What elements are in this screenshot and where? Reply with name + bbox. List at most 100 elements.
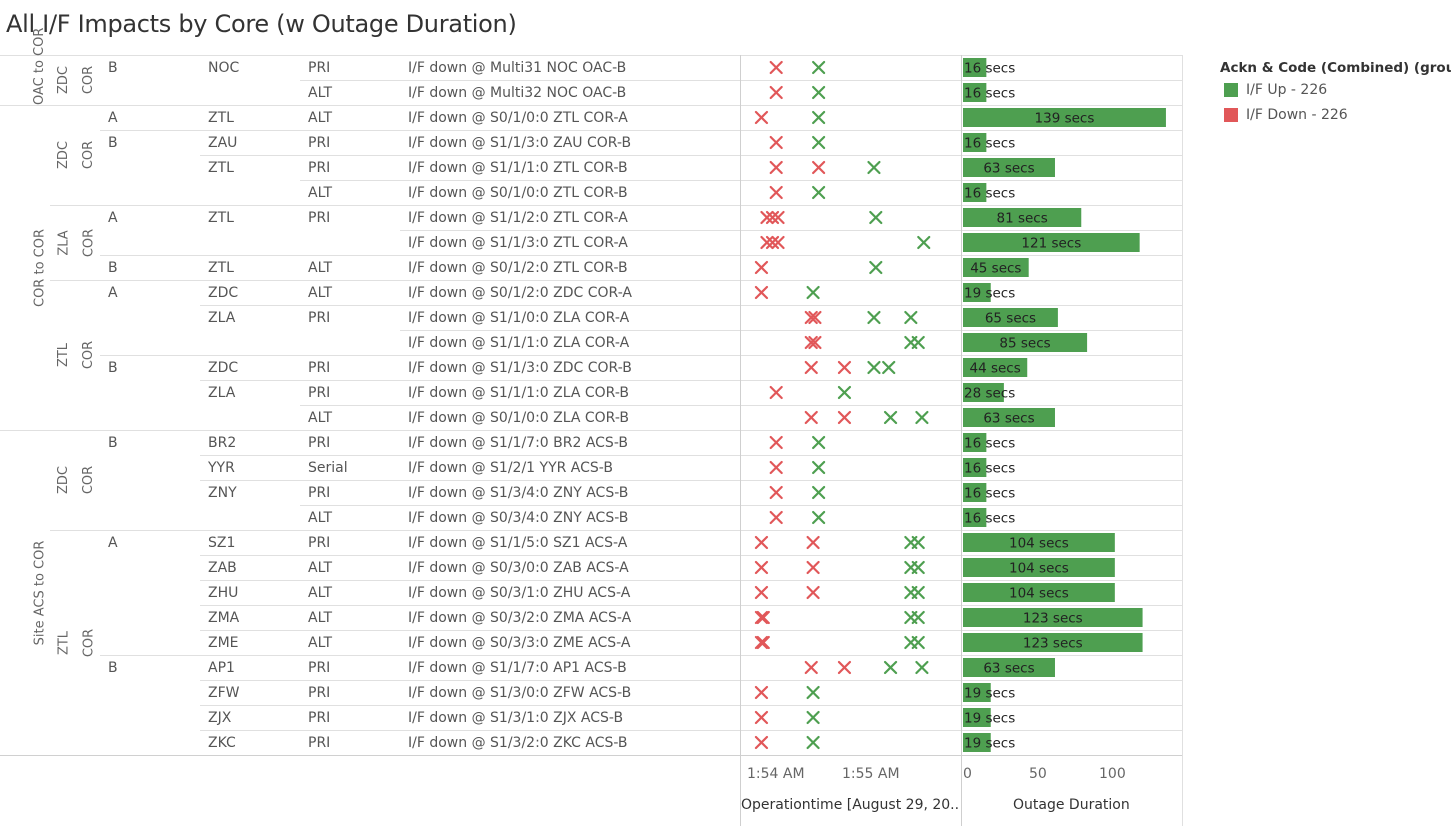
interface-up-mark[interactable] xyxy=(867,310,881,325)
interface-up-mark[interactable] xyxy=(904,310,918,325)
interface-down-mark[interactable] xyxy=(765,210,780,225)
interface-up-mark[interactable] xyxy=(812,460,826,475)
interface-up-mark[interactable] xyxy=(915,660,929,675)
interface-down-mark[interactable] xyxy=(837,360,852,375)
legend-item-down[interactable]: I/F Down - 226 xyxy=(1224,106,1348,124)
interface-up-mark[interactable] xyxy=(867,360,881,375)
interface-down-mark[interactable] xyxy=(754,285,769,300)
outage-bar[interactable] xyxy=(963,58,987,77)
interface-down-mark[interactable] xyxy=(769,135,783,150)
interface-up-mark[interactable] xyxy=(812,135,826,150)
interface-down-mark[interactable] xyxy=(754,610,769,625)
interface-down-mark[interactable] xyxy=(806,585,820,600)
interface-down-mark[interactable] xyxy=(806,535,820,550)
outage-bar[interactable] xyxy=(963,133,987,152)
outage-bar[interactable] xyxy=(963,658,1055,677)
interface-down-mark[interactable] xyxy=(756,635,770,650)
interface-down-mark[interactable] xyxy=(769,435,783,450)
interface-down-mark[interactable] xyxy=(756,610,770,625)
interface-down-mark[interactable] xyxy=(769,85,783,100)
interface-down-mark[interactable] xyxy=(754,710,769,725)
outage-bar[interactable] xyxy=(963,383,1004,402)
outage-bar[interactable] xyxy=(963,558,1115,577)
outage-bar[interactable] xyxy=(963,433,987,452)
interface-down-mark[interactable] xyxy=(808,310,822,325)
interface-up-mark[interactable] xyxy=(911,610,925,625)
interface-up-mark[interactable] xyxy=(812,60,826,75)
interface-up-mark[interactable] xyxy=(837,385,852,400)
interface-up-mark[interactable] xyxy=(806,285,820,300)
interface-up-mark[interactable] xyxy=(812,185,826,200)
interface-up-mark[interactable] xyxy=(812,85,826,100)
interface-down-mark[interactable] xyxy=(804,660,818,675)
outage-bar[interactable] xyxy=(963,358,1028,377)
outage-bar[interactable] xyxy=(963,208,1082,227)
interface-down-mark[interactable] xyxy=(754,735,769,750)
interface-down-mark[interactable] xyxy=(837,660,852,675)
interface-down-mark[interactable] xyxy=(754,110,769,125)
interface-down-mark[interactable] xyxy=(769,510,783,525)
outage-bar[interactable] xyxy=(963,83,987,102)
outage-bar[interactable] xyxy=(963,158,1055,177)
legend-item-up[interactable]: I/F Up - 226 xyxy=(1224,81,1327,99)
interface-up-mark[interactable] xyxy=(806,710,820,725)
interface-down-mark[interactable] xyxy=(771,235,785,250)
outage-bar[interactable] xyxy=(963,333,1088,352)
interface-up-mark[interactable] xyxy=(911,585,925,600)
interface-down-mark[interactable] xyxy=(769,485,783,500)
outage-bar[interactable] xyxy=(963,258,1029,277)
interface-up-mark[interactable] xyxy=(883,410,898,425)
interface-up-mark[interactable] xyxy=(812,510,826,525)
interface-up-mark[interactable] xyxy=(806,685,820,700)
interface-up-mark[interactable] xyxy=(911,635,925,650)
interface-down-mark[interactable] xyxy=(754,260,769,275)
outage-bar[interactable] xyxy=(963,683,991,702)
interface-down-mark[interactable] xyxy=(812,160,826,175)
interface-down-mark[interactable] xyxy=(804,335,818,350)
interface-down-mark[interactable] xyxy=(804,310,818,325)
interface-up-mark[interactable] xyxy=(917,235,931,250)
outage-bar[interactable] xyxy=(963,483,987,502)
outage-bar[interactable] xyxy=(963,458,987,477)
interface-down-mark[interactable] xyxy=(769,385,783,400)
interface-up-mark[interactable] xyxy=(911,560,925,575)
interface-up-mark[interactable] xyxy=(869,210,883,225)
outage-bar[interactable] xyxy=(963,508,987,527)
outage-bar[interactable] xyxy=(963,233,1140,252)
interface-up-mark[interactable] xyxy=(812,485,826,500)
outage-bar[interactable] xyxy=(963,183,987,202)
outage-bar[interactable] xyxy=(963,608,1143,627)
outage-bar[interactable] xyxy=(963,533,1115,552)
interface-down-mark[interactable] xyxy=(765,235,780,250)
interface-up-mark[interactable] xyxy=(869,260,883,275)
interface-down-mark[interactable] xyxy=(769,60,783,75)
interface-down-mark[interactable] xyxy=(769,160,783,175)
interface-up-mark[interactable] xyxy=(867,160,881,175)
interface-up-mark[interactable] xyxy=(882,360,896,375)
interface-down-mark[interactable] xyxy=(760,210,774,225)
outage-bar[interactable] xyxy=(963,283,991,302)
outage-bar[interactable] xyxy=(963,733,991,752)
interface-down-mark[interactable] xyxy=(754,585,769,600)
outage-bar[interactable] xyxy=(963,583,1115,602)
interface-up-mark[interactable] xyxy=(911,335,925,350)
interface-down-mark[interactable] xyxy=(760,235,774,250)
interface-down-mark[interactable] xyxy=(771,210,785,225)
interface-up-mark[interactable] xyxy=(812,110,826,125)
outage-bar[interactable] xyxy=(963,633,1143,652)
outage-bar[interactable] xyxy=(963,108,1166,127)
interface-down-mark[interactable] xyxy=(804,360,818,375)
interface-down-mark[interactable] xyxy=(837,410,852,425)
interface-down-mark[interactable] xyxy=(754,685,769,700)
interface-down-mark[interactable] xyxy=(806,560,820,575)
interface-down-mark[interactable] xyxy=(769,460,783,475)
interface-up-mark[interactable] xyxy=(911,535,925,550)
interface-up-mark[interactable] xyxy=(915,410,929,425)
interface-down-mark[interactable] xyxy=(804,410,818,425)
interface-down-mark[interactable] xyxy=(754,560,769,575)
interface-down-mark[interactable] xyxy=(754,635,769,650)
interface-down-mark[interactable] xyxy=(808,335,822,350)
interface-up-mark[interactable] xyxy=(806,735,820,750)
interface-up-mark[interactable] xyxy=(883,660,898,675)
interface-down-mark[interactable] xyxy=(754,535,769,550)
